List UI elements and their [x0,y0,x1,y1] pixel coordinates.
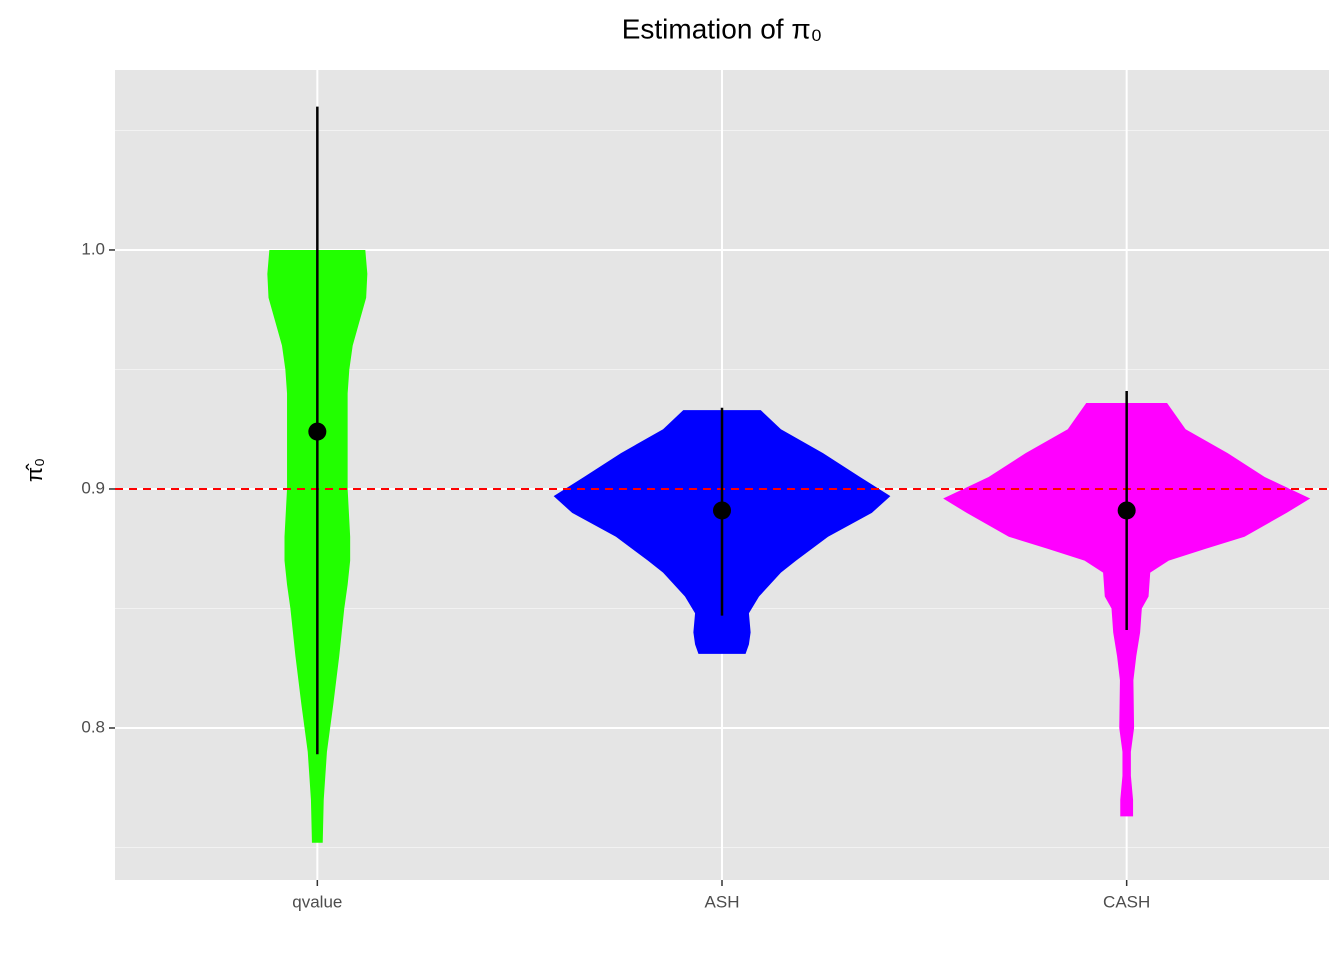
x-tick-label: CASH [1103,892,1150,911]
y-tick-label: 0.9 [81,478,105,497]
mean-point [713,501,731,520]
mean-point [1117,501,1136,520]
mean-point [308,422,327,441]
y-tick-label: 1.0 [81,239,105,258]
x-tick-label: ASH [705,892,740,911]
chart-title: Estimation of π₀ [622,13,823,44]
y-axis-label: π̂₀ [22,458,47,482]
y-tick-label: 0.8 [81,717,105,736]
x-tick-label: qvalue [292,892,342,911]
